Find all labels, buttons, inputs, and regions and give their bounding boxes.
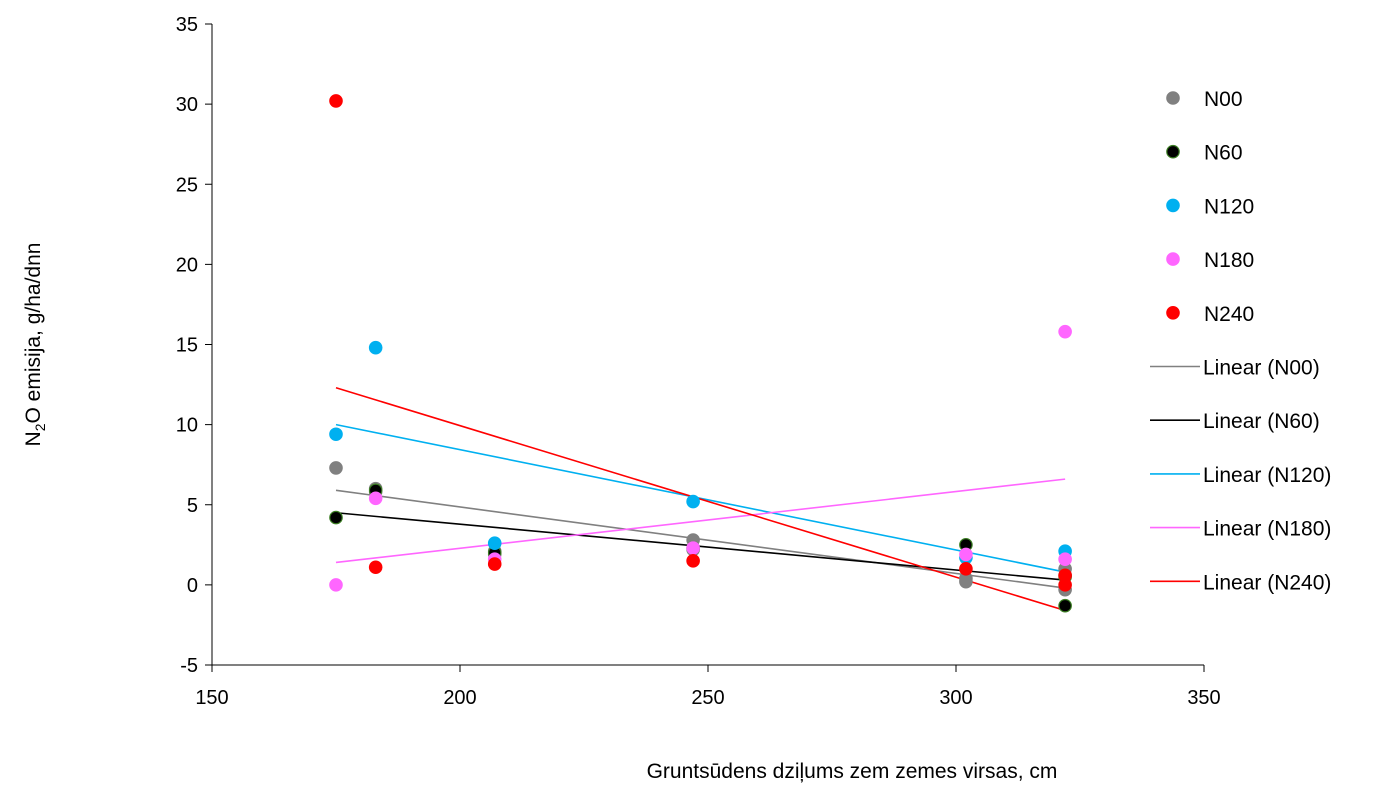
y-axis-title-subscript: 2	[32, 423, 48, 431]
y-tick-label: 0	[187, 575, 198, 597]
y-tick-label: 30	[176, 94, 198, 116]
data-point-n180	[959, 547, 973, 562]
data-point-n60	[329, 510, 343, 525]
data-point-n00	[959, 574, 973, 589]
data-point-n60	[1058, 598, 1072, 613]
y-tick-label: -5	[180, 655, 198, 677]
y-axis-title-rest: O emisija, g/ha/dnn	[22, 243, 45, 424]
y-tick-label: 5	[187, 495, 198, 517]
y-tick-label: 10	[176, 415, 198, 437]
data-point-n120	[368, 340, 383, 355]
x-tick-label: 350	[1187, 687, 1220, 709]
legend-label-n180: N180	[1204, 249, 1254, 272]
x-axis-title: Gruntsūdens dziļums zem zemes virsas, cm	[647, 760, 1058, 783]
x-tick-label: 200	[443, 687, 476, 709]
legend-label-n120: N120	[1204, 195, 1254, 218]
y-tick-label: 35	[176, 14, 198, 36]
legend-label-linear-n00: Linear (N00)	[1203, 357, 1320, 380]
legend-label-n240: N240	[1204, 303, 1254, 326]
legend-label-n00: N00	[1204, 88, 1243, 111]
data-point-n240	[487, 557, 502, 571]
data-point-n240	[368, 560, 383, 575]
data-point-n180	[329, 578, 343, 592]
x-tick-label: 150	[195, 687, 228, 709]
data-point-n180	[1058, 552, 1072, 567]
y-tick-label: 25	[176, 174, 198, 196]
legend-marker-n00	[1166, 91, 1180, 105]
data-point-n240	[1058, 578, 1072, 592]
data-point-n180	[686, 541, 700, 555]
y-axis-ticks: -5 0 5 10 15 20 25 30 35	[176, 14, 212, 677]
data-point-n240	[329, 94, 343, 108]
trendlines	[335, 387, 1066, 612]
legend-label-n60: N60	[1204, 142, 1243, 165]
legend-label-linear-n180: Linear (N180)	[1203, 518, 1331, 541]
trendline-linear-n00	[335, 489, 1066, 589]
trendline-linear-n180	[335, 478, 1066, 564]
data-point-n00	[329, 461, 343, 475]
legend: N00 N60 N120 N180 N240 Linear (N00) Linear (N6…	[1150, 88, 1331, 594]
x-tick-label: 300	[939, 687, 972, 709]
legend-label-linear-n60: Linear (N60)	[1203, 410, 1320, 433]
y-axis-title: N2O emisija, g/ha/dnn	[22, 243, 48, 447]
data-point-n120	[329, 427, 343, 442]
x-tick-label: 250	[691, 687, 724, 709]
data-point-n120	[686, 494, 700, 509]
legend-marker-n60	[1166, 144, 1180, 159]
legend-marker-n240	[1166, 305, 1180, 320]
x-axis-ticks: 150 200 250 300 350	[195, 665, 1221, 709]
y-tick-label: 20	[176, 254, 198, 276]
data-point-n240	[686, 554, 700, 568]
data-point-n180	[368, 491, 383, 506]
y-tick-label: 15	[176, 335, 198, 357]
legend-marker-n180	[1166, 252, 1180, 266]
y-axis-title-main: N	[22, 431, 45, 446]
data-point-n120	[487, 536, 502, 551]
data-points	[329, 94, 1072, 613]
legend-marker-n120	[1166, 198, 1180, 213]
data-point-n240	[959, 562, 973, 576]
trendline-linear-n60	[335, 511, 1066, 581]
data-point-n180	[1058, 324, 1072, 339]
legend-label-linear-n120: Linear (N120)	[1203, 464, 1331, 487]
legend-label-linear-n240: Linear (N240)	[1203, 571, 1331, 594]
trendline-linear-n240	[335, 387, 1066, 612]
